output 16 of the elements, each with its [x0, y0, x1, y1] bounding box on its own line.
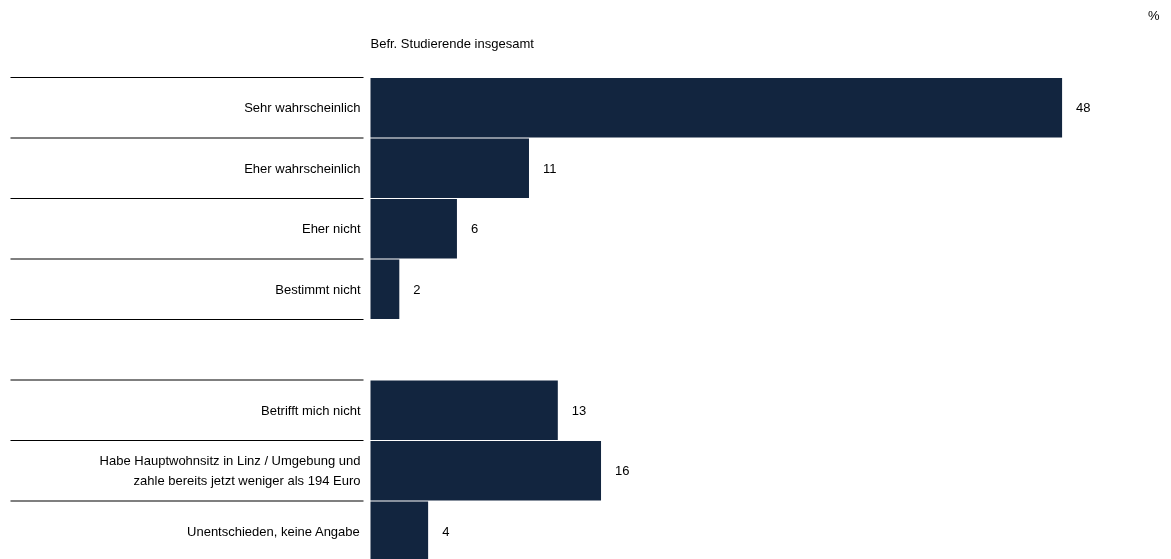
- data-label: 13: [571, 402, 587, 418]
- y-tick-label: Unentschieden, keine Angabe: [187, 523, 360, 539]
- data-label: 16: [615, 463, 630, 479]
- data-label: 4: [442, 523, 450, 539]
- y-tick-label: Bestimmt nicht: [275, 281, 361, 297]
- data-label: 11: [542, 160, 557, 176]
- text: %: [1147, 7, 1160, 23]
- y-tick-label: Eher wahrscheinlich: [244, 160, 361, 176]
- data-label: 6: [470, 221, 479, 237]
- y-tick-label: Sehr wahrscheinlich: [244, 100, 361, 116]
- y-tick-label: Habe Hauptwohnsitz in Linz / Umgebung und zahle bereits jetzt weniger als 194 Euro: [99, 453, 361, 489]
- chart-title: Befr. Studierende insgesamt: [370, 35, 535, 51]
- data-label: 48: [1076, 100, 1091, 116]
- data-label: 2: [413, 281, 421, 297]
- y-tick-label: Eher nicht: [301, 221, 361, 237]
- y-tick-label: Betrifft mich nicht: [261, 402, 361, 418]
